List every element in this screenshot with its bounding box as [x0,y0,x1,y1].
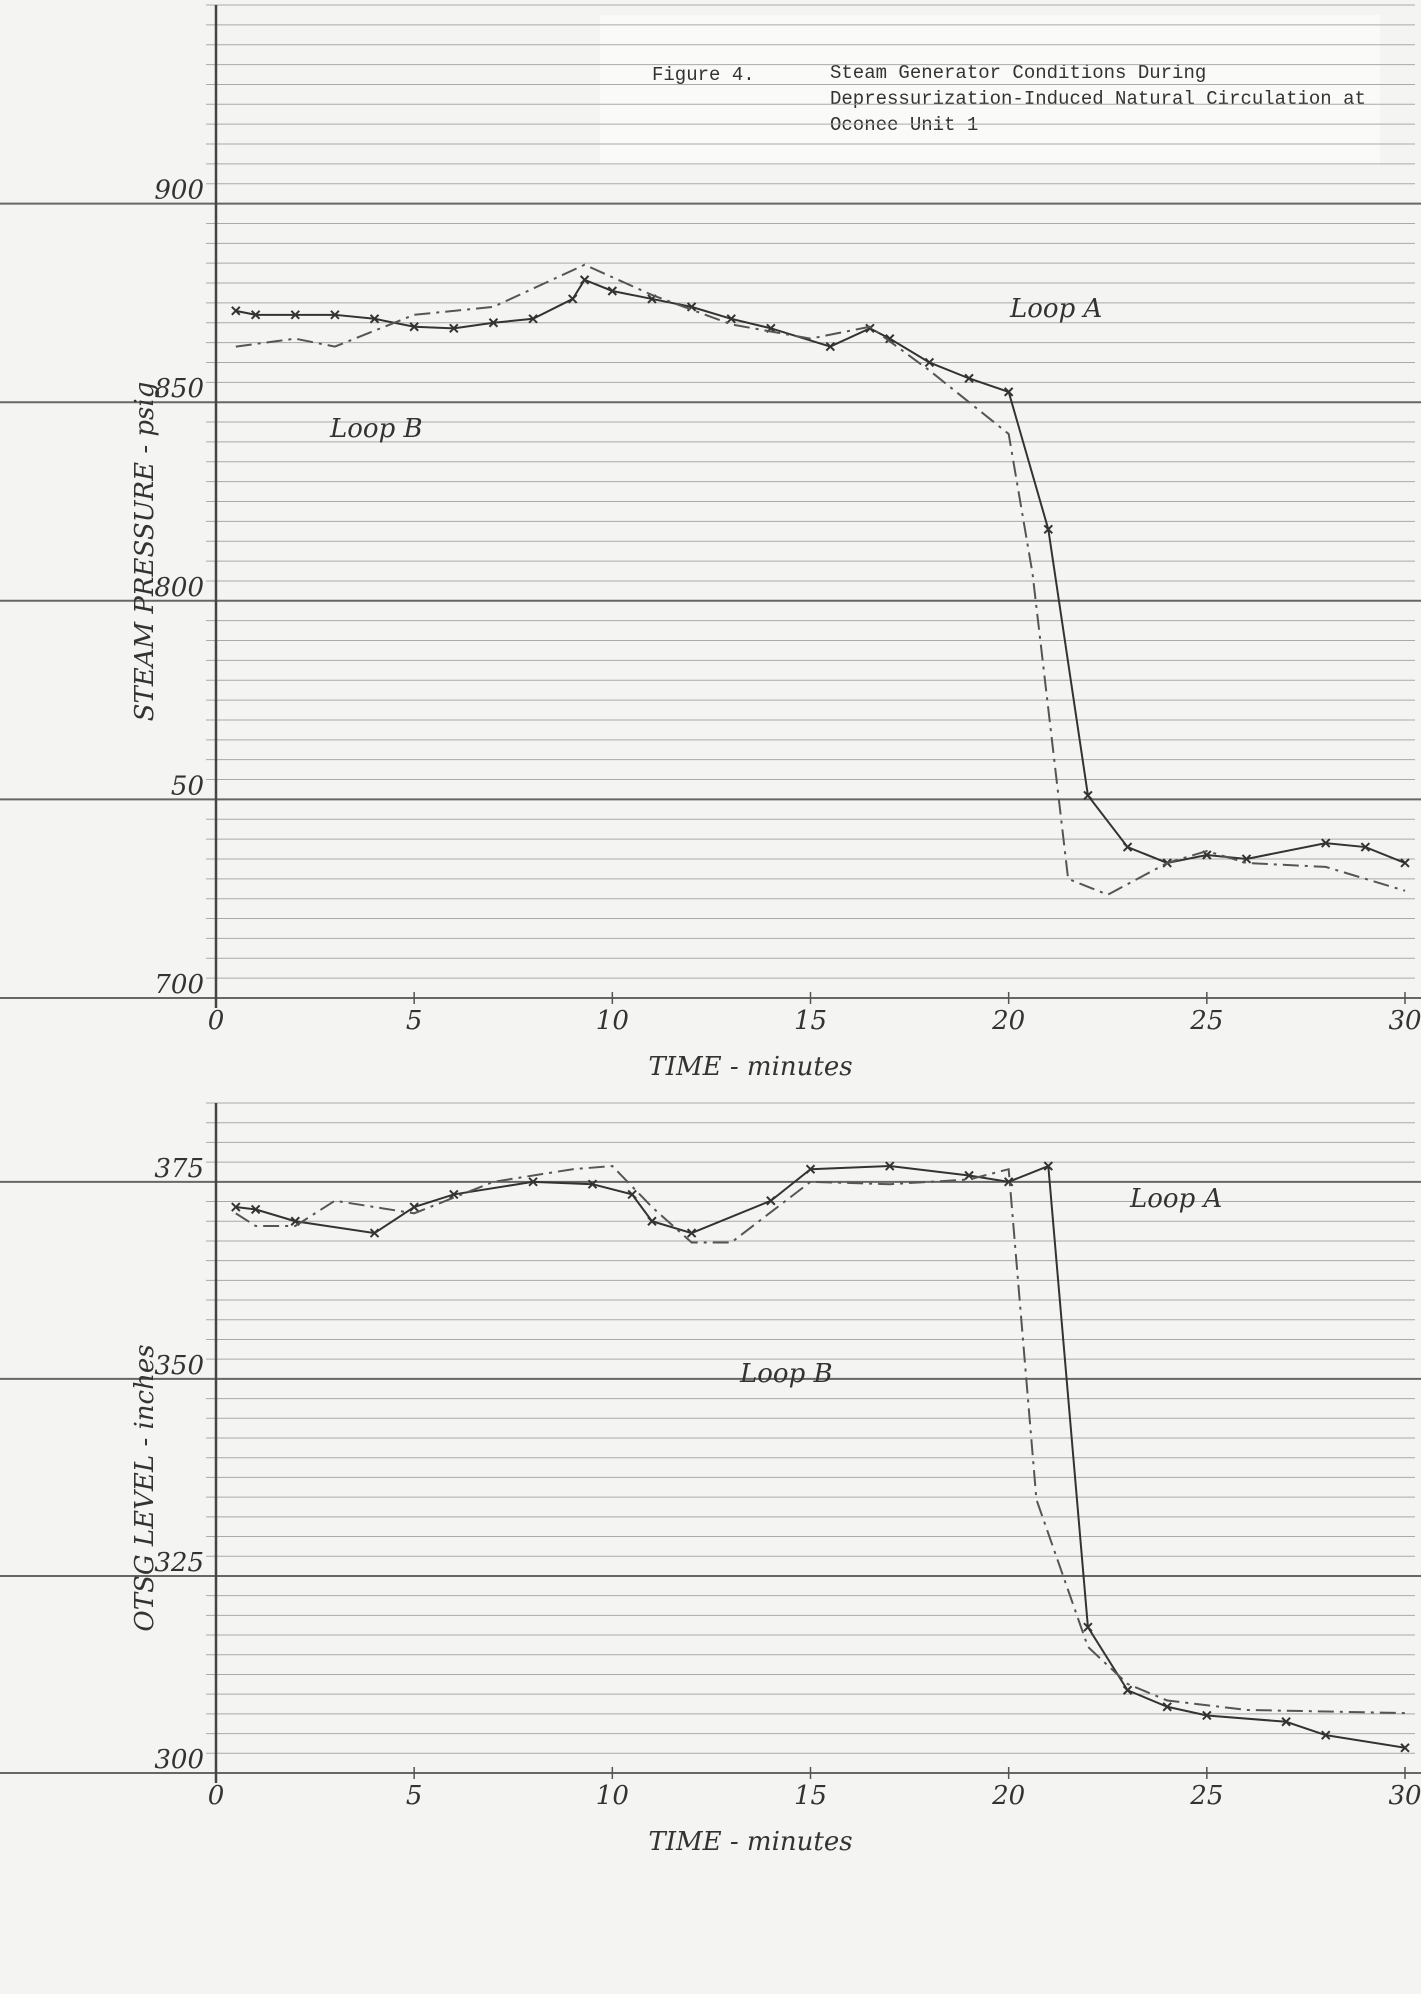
data-point [1162,1702,1172,1712]
x-tick-label: 20 [991,1781,1025,1811]
data-point [1202,1710,1212,1721]
y-tick-label: 375 [154,1154,204,1184]
data-point [1043,1161,1054,1171]
y-axis-label: STEAM PRESSURE - psig [130,382,160,722]
y-tick-label: 900 [154,176,204,206]
data-point [567,294,578,304]
data-point [1400,858,1410,868]
y-tick-label: 325 [154,1548,204,1578]
data-point [250,1204,261,1215]
x-axis-label: TIME - minutes [648,1827,852,1857]
x-axis-label: TIME - minutes [648,1052,852,1082]
data-point [1083,1622,1093,1632]
data-point [1281,1717,1291,1727]
data-point [579,275,590,285]
data-point [330,310,340,320]
series-annotation: Loop B [739,1359,833,1389]
data-point [1360,842,1371,852]
data-point [726,314,736,324]
data-point [250,310,261,320]
y-tick-label: 850 [154,374,204,404]
x-tick-label: 0 [208,1006,225,1036]
x-tick-label: 5 [406,1781,423,1811]
data-point [409,1202,419,1212]
data-point [528,1177,538,1187]
data-point [231,1202,241,1212]
series-annotation: Loop A [1009,294,1102,324]
series-annotation: Loop A [1129,1184,1222,1214]
title-wrap: Steam Generator Conditions During Depres… [830,62,1366,136]
data-point [766,1196,776,1206]
data-point [1043,524,1054,535]
data-point [409,322,419,332]
x-tick-label: 0 [208,1781,225,1811]
data-point [449,1189,459,1200]
series-annotation: Loop B [329,414,423,444]
x-tick-label: 15 [794,1006,827,1036]
data-point [449,323,459,334]
data-point [1321,838,1331,848]
data-point [1122,842,1133,852]
data-point [805,1164,816,1174]
y-tick-label: 700 [154,970,204,1000]
data-point [290,310,300,320]
chart-title: Steam Generator Conditions During Depres… [830,62,1366,136]
data-point [924,357,935,368]
x-tick-label: 15 [794,1781,827,1811]
data-point [1321,1730,1331,1740]
data-point [686,1228,697,1238]
data-point [964,373,974,384]
y-tick-label: 800 [154,573,204,603]
data-point [885,333,895,344]
y-tick-label: 300 [154,1745,204,1775]
data-point [885,1161,895,1171]
data-point [627,1189,637,1200]
data-point [1083,790,1093,801]
x-tick-label: 5 [406,1006,423,1036]
data-point [488,318,499,328]
x-tick-label: 25 [1189,1006,1223,1036]
x-tick-label: 20 [991,1006,1025,1036]
data-point [825,341,836,352]
x-tick-label: 30 [1388,1006,1421,1036]
data-point [607,286,618,296]
x-tick-label: 25 [1189,1781,1223,1811]
y-tick-label: 50 [171,771,204,801]
data-point [587,1179,598,1189]
data-line [235,263,1406,896]
data-point [528,314,538,324]
data-point [231,306,241,316]
title-box [600,15,1380,165]
data-point [369,314,380,324]
data-point [1400,1743,1410,1753]
x-tick-label: 30 [1388,1781,1421,1811]
data-line [235,1164,1406,1749]
y-axis-label: OTSG LEVEL - inches [130,1344,160,1631]
data-point [647,1216,657,1226]
data-point [865,323,875,334]
data-point [1122,1685,1133,1695]
x-tick-label: 10 [596,1781,629,1811]
data-point [369,1228,380,1238]
x-tick-label: 10 [596,1006,629,1036]
data-point [1003,1177,1014,1187]
y-tick-label: 350 [154,1351,204,1381]
data-point [1003,387,1014,397]
data-line [235,1165,1406,1715]
figure-label: Figure 4. [652,64,755,86]
